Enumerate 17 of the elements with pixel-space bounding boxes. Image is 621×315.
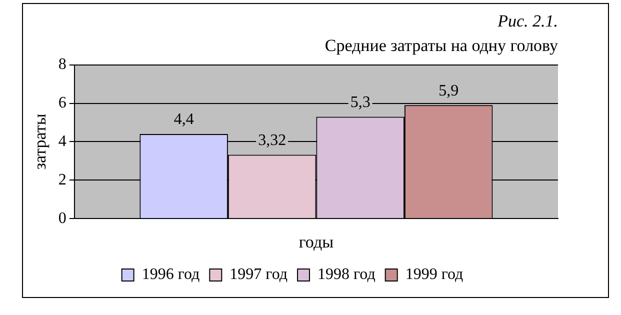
y-axis-title: затраты: [30, 113, 50, 170]
data-label: 3,32: [258, 132, 286, 149]
legend-label: 1998 год: [318, 266, 376, 284]
y-tick-label: 4: [58, 132, 66, 150]
chart-title: Рис. 2.1.: [496, 12, 558, 31]
y-tick-label: 2: [58, 171, 66, 188]
legend-label: 1996 год: [142, 266, 200, 284]
legend-label: 1999 год: [405, 266, 464, 284]
y-tick-label: 8: [58, 56, 66, 74]
x-axis-title: годы: [298, 232, 334, 252]
data-label: 5,3: [350, 94, 370, 111]
data-label: 5,9: [438, 82, 459, 100]
legend-label: 1997 год: [230, 266, 288, 284]
data-label: 4,4: [174, 111, 194, 128]
chart-subtitle: Средние затраты на одну голову: [324, 36, 558, 56]
y-tick-label: 6: [58, 94, 66, 112]
y-tick-label: 0: [58, 210, 66, 227]
